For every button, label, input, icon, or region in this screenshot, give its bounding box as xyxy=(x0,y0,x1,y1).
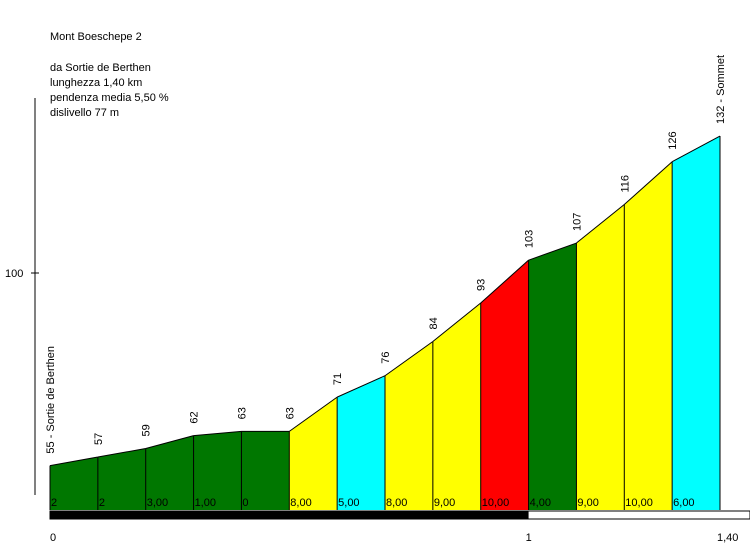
elevation-label: 63 xyxy=(284,407,296,419)
profile-line-4 xyxy=(193,430,242,437)
segment-7 xyxy=(337,375,385,510)
profile-line-10 xyxy=(480,259,529,304)
segment-5 xyxy=(241,431,290,510)
profile-line-2 xyxy=(97,447,146,458)
segment-grade-label: 2 xyxy=(51,497,57,509)
segment-grade-label: 2 xyxy=(99,497,105,509)
profile-line-14 xyxy=(671,135,721,163)
segment-4 xyxy=(193,431,242,510)
profile-line-1 xyxy=(49,456,98,467)
info-line-gradient: pendenza media 5,50 % xyxy=(50,92,169,104)
elevation-label: 103 xyxy=(524,230,536,248)
segment-grade-label: 8,00 xyxy=(290,497,311,509)
elevation-label: 126 xyxy=(667,131,679,149)
elevation-label: 59 xyxy=(141,424,153,436)
profile-line-13 xyxy=(623,161,673,205)
profile-line-8 xyxy=(384,341,434,377)
segment-grade-label: 3,00 xyxy=(147,497,168,509)
point-labels: 55 - Sortie de Berthen 57 59 62 63 63 71 76 84 93… xyxy=(45,55,727,454)
info-line-elevation-gain: dislivello 77 m xyxy=(50,107,119,119)
segment-grade-label: 9,00 xyxy=(434,497,455,509)
segment-1 xyxy=(50,457,98,510)
elevation-label: 57 xyxy=(93,433,105,445)
km-bar-filled xyxy=(50,511,529,519)
segment-9 xyxy=(432,302,481,510)
profile-line-12 xyxy=(576,204,625,244)
axes: 100 0 1 1,40 xyxy=(5,98,750,544)
info-line-start: da Sortie de Berthen xyxy=(50,62,151,74)
info-block: Mont Boeschepe 2 da Sortie de Berthen lu… xyxy=(50,31,169,119)
profile-line-3 xyxy=(145,435,194,449)
elevation-label: 93 xyxy=(476,279,488,291)
profile-line-9 xyxy=(432,302,482,342)
elevation-label: 63 xyxy=(236,407,248,419)
elevation-label: 107 xyxy=(571,213,583,231)
profile-line-6 xyxy=(288,396,338,432)
elevation-label: 55 - Sortie de Berthen xyxy=(45,346,57,454)
segment-12 xyxy=(576,204,625,510)
segment-grade-label: 6,00 xyxy=(673,497,694,509)
gradient-segments: 2 2 3,00 1,00 0 8,00 5,00 8,00 9,00 10,00 4,00 9,00… xyxy=(49,135,721,511)
segment-6 xyxy=(289,397,338,510)
profile-line-7 xyxy=(336,375,386,398)
segment-10 xyxy=(480,260,529,510)
segment-13 xyxy=(624,161,673,510)
elevation-label: 132 - Sommet xyxy=(715,55,727,124)
elevation-label: 71 xyxy=(332,373,344,385)
chart-title: Mont Boeschepe 2 xyxy=(50,31,142,43)
elevation-label: 116 xyxy=(619,175,631,193)
elevation-label: 62 xyxy=(189,411,201,423)
segment-3 xyxy=(145,435,194,510)
segment-grade-label: 10,00 xyxy=(482,497,510,509)
segment-grade-label: 5,00 xyxy=(338,497,359,509)
profile-line-11 xyxy=(528,242,577,261)
segment-11 xyxy=(528,243,577,511)
segment-grade-label: 9,00 xyxy=(577,497,598,509)
segment-14 xyxy=(672,136,720,511)
x-axis-tick-label: 1 xyxy=(526,532,532,544)
x-axis-tick-label: 1,40 xyxy=(717,532,738,544)
elevation-label: 84 xyxy=(428,317,440,329)
elevation-label: 76 xyxy=(380,351,392,363)
segment-8 xyxy=(385,341,433,510)
segment-grade-label: 1,00 xyxy=(195,497,216,509)
segment-grade-label: 8,00 xyxy=(386,497,407,509)
y-axis-tick-label: 100 xyxy=(5,268,23,280)
segment-2 xyxy=(97,448,146,510)
segment-grade-label: 0 xyxy=(242,497,248,509)
info-line-length: lunghezza 1,40 km xyxy=(50,77,142,89)
segment-grade-label: 10,00 xyxy=(625,497,653,509)
segment-grade-label: 4,00 xyxy=(530,497,551,509)
x-axis-tick-label: 0 xyxy=(50,532,56,544)
